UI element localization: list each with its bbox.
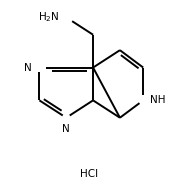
Text: HCl: HCl [80,169,99,179]
Text: NH: NH [150,95,166,105]
Text: N: N [24,63,31,73]
Text: N: N [62,124,70,134]
Text: H$_2$N: H$_2$N [38,10,59,24]
